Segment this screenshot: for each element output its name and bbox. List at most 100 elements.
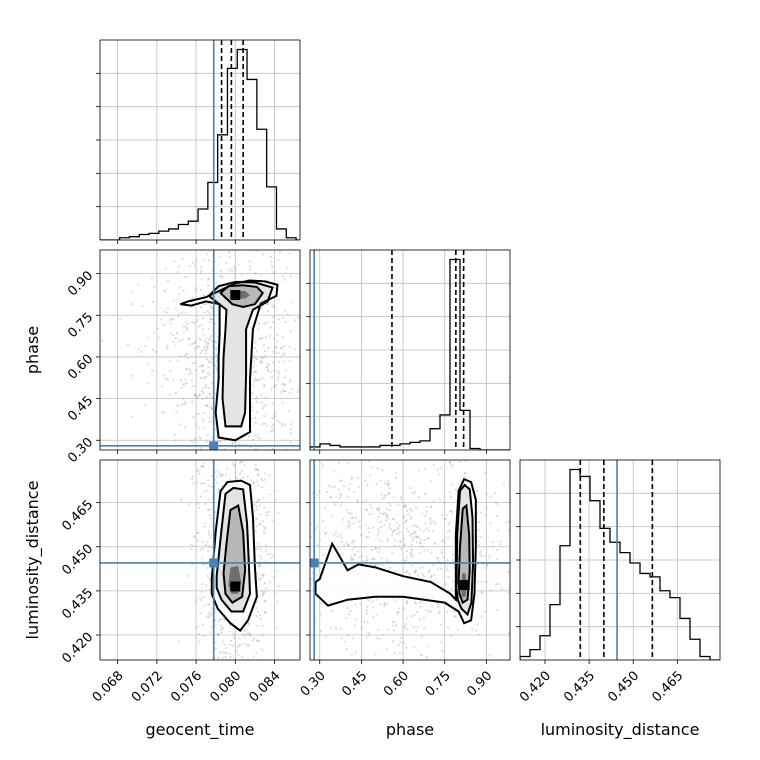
sample-point <box>249 268 252 271</box>
sample-point <box>153 331 156 334</box>
sample-point <box>226 665 228 667</box>
sample-point <box>181 338 184 341</box>
sample-point <box>201 465 205 469</box>
y-tick-label: 0.30 <box>65 435 96 466</box>
sample-point <box>261 419 263 421</box>
sample-point <box>208 577 211 580</box>
sample-point <box>199 272 203 275</box>
sample-point <box>227 447 229 449</box>
sample-point <box>403 641 406 645</box>
x-tick-label: 0.45 <box>339 668 370 699</box>
sample-point <box>207 530 211 533</box>
sample-point <box>245 455 247 457</box>
sample-point <box>346 525 349 528</box>
sample-point <box>225 473 228 476</box>
sample-point <box>349 610 352 613</box>
sample-point <box>387 483 390 486</box>
sample-point <box>351 516 355 520</box>
sample-point <box>273 337 276 340</box>
sample-point <box>215 469 217 471</box>
sample-point <box>203 426 206 429</box>
sample-point <box>319 613 322 616</box>
sample-point <box>402 504 405 508</box>
sample-point <box>275 340 279 343</box>
sample-point <box>265 366 269 369</box>
sample-point <box>183 402 187 405</box>
sample-point <box>536 570 538 572</box>
sample-point <box>202 387 205 390</box>
sample-point <box>180 311 184 314</box>
x-tick-label: 0.75 <box>423 668 454 699</box>
sample-point <box>199 597 202 601</box>
sample-point <box>247 632 250 636</box>
sample-point <box>277 512 280 515</box>
x-tick-label: 0.450 <box>605 668 642 705</box>
sample-point <box>293 604 295 606</box>
sample-point <box>214 354 218 357</box>
sample-point <box>413 646 416 649</box>
sample-point <box>403 544 406 547</box>
sample-point <box>207 327 210 330</box>
sample-point <box>392 640 395 643</box>
sample-point <box>261 593 264 596</box>
sample-point <box>161 385 164 388</box>
sample-point <box>215 487 217 489</box>
sample-point <box>205 396 208 399</box>
sample-point <box>173 433 177 437</box>
sample-point <box>261 253 265 256</box>
sample-point <box>350 653 354 656</box>
sample-point <box>233 276 236 280</box>
sample-point <box>264 549 268 552</box>
sample-point <box>193 264 196 267</box>
sample-point <box>197 412 200 416</box>
sample-point <box>403 543 406 546</box>
sample-point <box>174 439 177 442</box>
sample-point <box>204 502 207 506</box>
sample-point <box>439 467 443 470</box>
sample-point <box>258 519 260 521</box>
sample-point <box>400 547 403 550</box>
sample-point <box>394 570 397 573</box>
sample-point <box>173 260 176 263</box>
sample-point <box>267 346 270 349</box>
sample-point <box>261 210 263 212</box>
sample-point <box>478 520 481 524</box>
sample-point <box>210 361 213 364</box>
sample-point <box>289 428 292 431</box>
sample-point <box>255 411 258 414</box>
sample-point <box>288 359 291 362</box>
sample-point <box>194 286 197 290</box>
sample-point <box>253 379 256 382</box>
sample-point <box>306 372 308 374</box>
sample-point <box>257 498 260 501</box>
sample-point <box>156 327 159 330</box>
sample-point <box>258 545 261 548</box>
sample-point <box>307 506 309 508</box>
sample-point <box>281 382 284 385</box>
sample-point <box>258 563 261 566</box>
sample-point <box>289 431 292 435</box>
sample-point <box>253 468 256 471</box>
sample-point <box>386 484 389 487</box>
sample-point <box>480 591 483 594</box>
sample-point <box>238 644 241 647</box>
sample-point <box>164 377 167 380</box>
sample-point <box>365 508 368 511</box>
sample-point <box>333 534 336 537</box>
sample-point <box>235 478 238 481</box>
sample-point <box>200 349 204 352</box>
sample-point <box>203 311 206 314</box>
sample-point <box>283 390 287 393</box>
sample-point <box>281 401 285 404</box>
sample-point <box>272 361 275 364</box>
sample-point <box>397 395 399 397</box>
sample-point <box>351 548 354 551</box>
sample-point <box>206 567 209 570</box>
sample-point <box>404 519 408 523</box>
sample-point <box>472 455 474 457</box>
sample-point <box>457 444 459 446</box>
panel-content <box>258 395 538 660</box>
sample-point <box>386 517 389 520</box>
panel-geocent_time-vs-geocent_time <box>96 39 301 244</box>
sample-point <box>439 567 443 571</box>
